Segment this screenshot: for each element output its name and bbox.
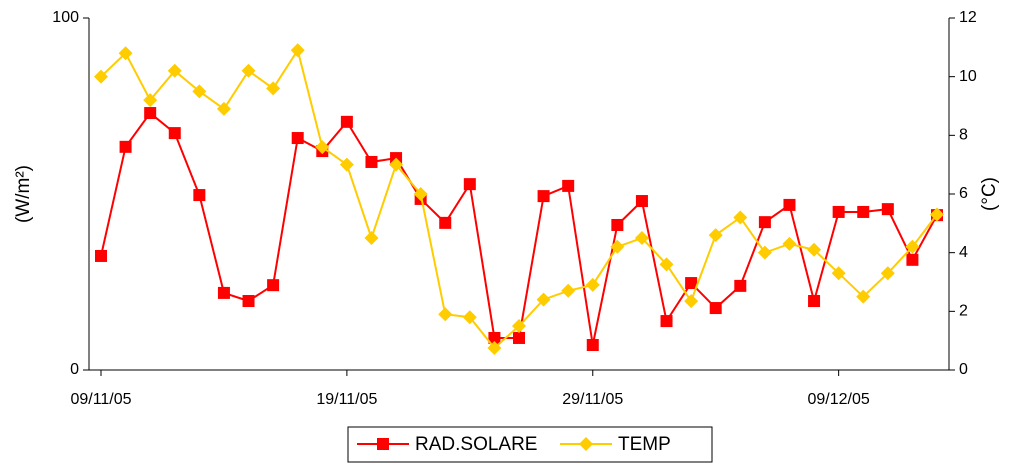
point xyxy=(488,331,501,344)
point xyxy=(94,69,108,84)
y2-tick-label: 10 xyxy=(959,68,977,85)
point xyxy=(119,140,132,153)
point xyxy=(709,302,722,315)
legend-label: TEMP xyxy=(618,434,671,455)
y2-tick-label: 6 xyxy=(959,185,968,202)
point xyxy=(930,207,944,222)
point xyxy=(118,46,133,61)
point xyxy=(266,81,281,96)
point xyxy=(487,341,502,355)
point xyxy=(561,283,576,298)
point xyxy=(340,115,353,128)
point xyxy=(610,239,625,254)
point xyxy=(905,239,920,254)
point xyxy=(635,195,648,208)
point xyxy=(782,236,797,251)
point xyxy=(192,84,207,99)
point xyxy=(881,203,894,216)
point xyxy=(377,438,389,450)
point xyxy=(831,266,846,281)
point xyxy=(586,339,599,352)
point xyxy=(512,319,526,333)
point xyxy=(364,231,379,245)
point xyxy=(267,279,280,292)
point xyxy=(585,277,600,292)
point xyxy=(167,63,182,78)
point xyxy=(168,127,181,140)
point xyxy=(611,218,624,231)
point xyxy=(413,187,428,201)
point xyxy=(579,437,593,451)
legend-label: RAD.SOLARE xyxy=(415,434,537,455)
point xyxy=(339,157,354,172)
point xyxy=(365,155,378,168)
point xyxy=(734,279,747,292)
y-axis-label: (W/m²) xyxy=(13,165,34,223)
y-tick-label: 0 xyxy=(70,361,79,378)
series-line xyxy=(100,111,938,346)
point xyxy=(659,257,674,272)
point xyxy=(906,253,919,266)
x-tick-label: 29/11/05 xyxy=(562,391,623,408)
point xyxy=(438,307,453,322)
point xyxy=(389,157,404,172)
point xyxy=(660,315,673,328)
point xyxy=(856,289,871,304)
y2-axis-label: (°C) xyxy=(979,177,1000,211)
point xyxy=(242,295,255,308)
point xyxy=(857,205,870,218)
point xyxy=(439,216,452,229)
point xyxy=(880,266,895,281)
point xyxy=(758,216,771,229)
point xyxy=(217,286,230,299)
point xyxy=(807,242,822,257)
y2-tick-label: 8 xyxy=(959,127,968,144)
point xyxy=(463,178,476,191)
x-tick-label: 09/12/05 xyxy=(808,391,870,408)
point xyxy=(290,43,305,58)
point xyxy=(315,140,330,155)
point xyxy=(462,310,477,325)
y2-tick-label: 2 xyxy=(959,303,968,320)
point xyxy=(513,331,525,344)
point xyxy=(143,93,158,108)
y2-tick-label: 0 xyxy=(959,361,968,378)
point xyxy=(193,189,206,202)
point xyxy=(733,210,748,225)
point xyxy=(684,294,699,309)
point xyxy=(634,231,649,245)
point xyxy=(783,198,796,211)
point xyxy=(537,190,550,203)
y-tick-label: 100 xyxy=(52,9,79,26)
point xyxy=(144,107,157,120)
point xyxy=(95,249,107,262)
point xyxy=(241,63,256,78)
point xyxy=(832,205,845,218)
y2-tick-label: 12 xyxy=(959,9,977,26)
x-tick-label: 19/11/05 xyxy=(316,391,377,408)
point xyxy=(536,292,551,307)
x-tick-label: 09/11/05 xyxy=(70,391,131,408)
point xyxy=(216,101,231,116)
point xyxy=(685,277,698,290)
point xyxy=(562,179,575,192)
point xyxy=(808,295,821,308)
point xyxy=(708,228,723,243)
y2-tick-label: 4 xyxy=(959,244,968,261)
point xyxy=(757,245,772,260)
point xyxy=(291,132,304,145)
